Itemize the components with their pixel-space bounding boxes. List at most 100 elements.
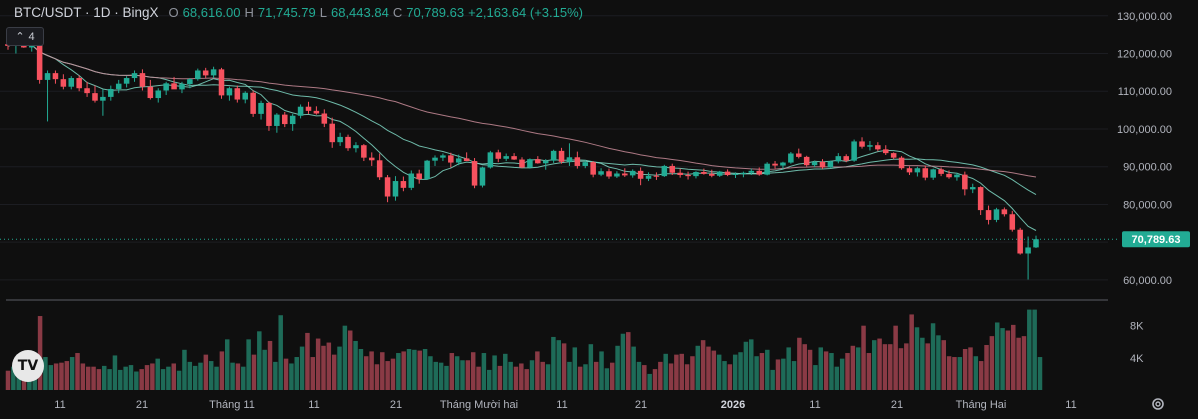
candle-body [819,161,826,168]
gear-icon[interactable] [1150,396,1166,412]
volume-bar [444,365,449,390]
volume-bar [957,357,963,390]
candle-body [139,73,146,87]
candle-body [131,73,138,79]
candle-body [84,88,90,94]
low-label: L [319,5,327,20]
candle-body [669,165,676,173]
candle-body [368,157,375,161]
candle-body [1025,247,1031,254]
volume-bar [358,349,364,390]
volume-bar [48,365,54,390]
volume-bar [524,369,529,390]
volume-bar [829,353,834,390]
candle-body [210,69,217,76]
volume-bar [305,332,310,390]
volume-bar [192,365,198,390]
volume-bar [476,366,481,390]
volume-bar [877,338,882,390]
candle-body [772,163,778,166]
volume-bar [888,344,893,390]
symbol-legend: BTC/USDT · 1D · BingX O 68,616.00 H 71,745… [14,5,583,20]
time-tick-label: Tháng 11 [209,399,255,411]
volume-bar [663,353,668,390]
volume-bar [299,346,305,390]
high-value: 71,745.79 [257,5,316,20]
volume-bar [604,368,610,390]
candle-body [962,174,968,190]
volume-bar [652,369,658,390]
volume-bar [770,369,775,390]
volume-bar [289,363,294,390]
candle-body [535,159,541,164]
indicators-toggle[interactable]: ⌃ 4 [6,27,44,46]
volume-bar [973,356,979,390]
volume-bar [310,357,316,390]
symbol-title[interactable]: BTC/USDT · 1D · BingX [14,5,159,20]
volume-bar [797,337,802,390]
candle-body [701,171,707,174]
volume-bar [208,361,214,390]
volume-bar [454,356,460,390]
volume-bar [273,361,278,390]
moving-average-line [7,43,1037,231]
volume-tick-label: 4K [1130,353,1144,365]
candle-body [566,157,573,162]
volume-bar [449,353,455,390]
volume-bar [166,366,171,390]
volume-axis[interactable]: 8K 4K [1130,321,1144,365]
candle-body [716,171,723,176]
candle-body [155,90,162,99]
candle-body [993,209,1000,220]
grid-lines [0,15,1108,281]
candle-body [282,114,288,125]
candle-body [914,168,921,173]
volume-bar [380,352,385,390]
candle-body [424,160,430,180]
volume-bar [855,347,861,390]
volume-bar [465,360,471,390]
volume-bar [69,357,75,390]
candle-body [653,175,660,177]
volume-bar [385,361,390,390]
volume-bar [1000,328,1005,390]
volume-bar [946,356,952,390]
volume-bar [850,345,856,390]
volume-bar [556,340,562,390]
candle-body [187,79,193,85]
candle-body [835,156,842,162]
candle-body [448,155,454,163]
price-axis[interactable]: 130,000.00 120,000.00 110,000.00 100,000.00… [1117,11,1172,287]
time-tick-label: 21 [891,399,903,411]
candle-body [677,172,683,176]
candle-body [622,173,628,176]
candle-body [432,157,438,161]
candle-body [361,145,367,158]
volume-bar [203,354,209,390]
volume-bar [615,345,620,390]
tradingview-logo[interactable]: TV [12,350,44,382]
candle-body [195,70,201,80]
candle-body [796,153,802,157]
time-tick-label: Tháng Hai [956,399,1007,411]
volume-bar [786,347,791,390]
candle-body [345,136,351,149]
volume-bar [941,340,946,390]
volume-bar [508,361,513,390]
time-tick-label: 21 [635,399,647,411]
volume-bar [224,339,230,390]
volume-bar [609,362,615,390]
candle-body [803,156,810,166]
volume-bar [353,340,358,390]
time-axis[interactable]: 11 21 Tháng 11 11 21 Tháng Mười hai 11 21 2026 11… [54,399,1076,411]
price-tag: 70,789.63 [1122,231,1190,248]
volume-bar [171,363,177,390]
candle-body [376,160,383,178]
candle-body [297,106,304,116]
volume-bar [150,363,155,390]
candle-body [709,173,715,176]
volume-bar [417,350,422,390]
candle-body [527,159,533,168]
candle-body [163,83,169,91]
